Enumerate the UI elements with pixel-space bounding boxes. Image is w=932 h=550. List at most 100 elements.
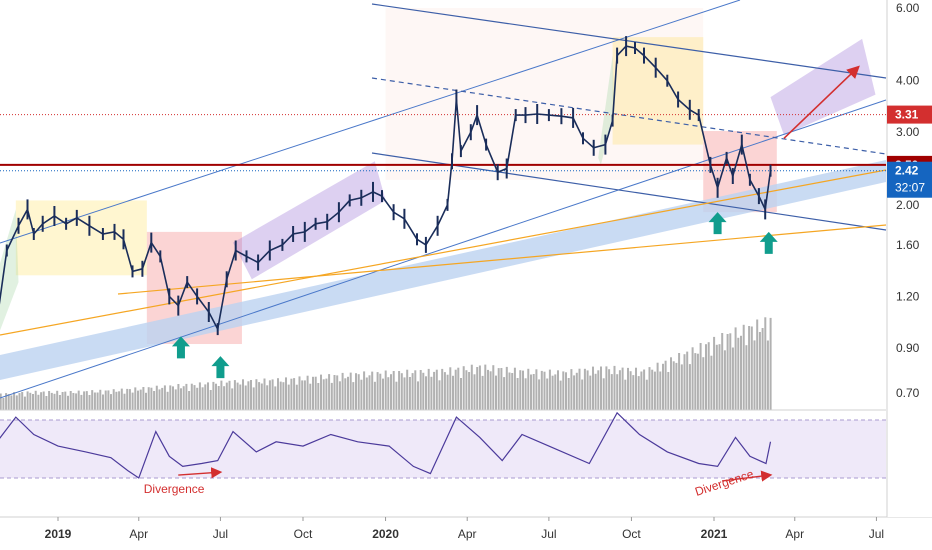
volume-bar [368, 375, 371, 410]
volume-bar [53, 393, 56, 410]
price-axis: 6.004.003.002.001.601.200.900.703.312.50… [0, 0, 932, 518]
time-tick-label: Oct [622, 527, 641, 541]
volume-bar [651, 369, 654, 410]
price-tick-label: 1.60 [896, 238, 920, 252]
volume-bar [325, 378, 328, 410]
volume-bar [516, 378, 519, 410]
volume-bar [355, 373, 357, 410]
volume-bar [147, 387, 150, 410]
volume-bar [373, 381, 376, 410]
level-badge-bg [887, 105, 932, 124]
volume-bar [635, 367, 637, 410]
yellow-zone [612, 37, 704, 145]
lower-channel-line [0, 99, 887, 399]
volume-bar [411, 373, 414, 410]
volume-bar [158, 389, 161, 410]
price-tick-label: 3.00 [896, 125, 920, 139]
volume-bar [465, 370, 468, 410]
volume-bar [271, 379, 274, 410]
volume-bar [212, 381, 215, 410]
volume-bar [26, 391, 29, 410]
volume-bar [242, 379, 244, 410]
volume-bar [503, 377, 506, 410]
volume-bar [228, 380, 231, 410]
volume-bar [233, 380, 236, 410]
volume-bar [207, 382, 209, 410]
volume-bar [675, 362, 678, 410]
volume-bar [629, 371, 632, 410]
volume-bar [185, 383, 188, 410]
volume-bar [64, 391, 67, 410]
green-zone [598, 55, 615, 165]
volume-bar [672, 361, 675, 410]
volume-bar [664, 360, 667, 410]
price-tick-label: 1.20 [896, 289, 920, 303]
price-tick-label: 4.00 [896, 74, 920, 88]
volume-bar [260, 383, 263, 410]
volume-bar [734, 327, 737, 410]
volume-bar [548, 369, 551, 410]
volume-bar [723, 350, 726, 410]
volume-bar [150, 387, 153, 410]
volume-bar [748, 326, 751, 410]
volume-bar [438, 380, 441, 410]
volume-bar [215, 383, 217, 410]
volume-bar [371, 371, 374, 410]
volume-bar [357, 374, 360, 410]
price-tick-label: 0.70 [896, 386, 920, 400]
volume-bar [419, 370, 422, 410]
upper-channel-line [0, 0, 741, 244]
volume-bar [745, 345, 748, 410]
up-arrow [171, 336, 190, 359]
time-tick-label: Apr [458, 527, 477, 541]
volume-bar [621, 367, 624, 410]
volume-bar [40, 392, 43, 410]
volume-bar [139, 389, 142, 410]
volume-bar [422, 372, 425, 410]
volume-bar [718, 344, 721, 410]
volume-bar [188, 391, 191, 410]
volume-bar [408, 377, 411, 410]
volume-bar [336, 375, 339, 410]
volume-bar [511, 373, 514, 410]
volume-bar [403, 377, 406, 410]
volume-bar [427, 368, 430, 410]
volume-bar [715, 344, 718, 410]
volume-bar [274, 386, 277, 410]
volume-bar [180, 388, 182, 410]
up-arrow [211, 356, 230, 379]
volume-bar [737, 337, 740, 410]
volume-bar [91, 390, 94, 410]
volume-bar [454, 369, 457, 410]
volume-bar [252, 387, 255, 410]
volume-bar [322, 379, 325, 410]
volume-bar [118, 391, 121, 410]
volume-bar [341, 372, 344, 410]
pink-zone [385, 8, 704, 180]
volume-bar [500, 368, 503, 410]
volume-bar [258, 382, 261, 410]
volume-bar [268, 380, 271, 410]
volume-bar [731, 347, 734, 410]
volume-bar [298, 376, 301, 410]
volume-bar [637, 376, 640, 410]
volume-bar [166, 391, 169, 410]
volume-bar [565, 372, 567, 410]
volume-bar [505, 366, 508, 410]
volume-bar [562, 371, 565, 410]
volume-bar [597, 370, 600, 410]
volume-bar [75, 393, 78, 410]
volume-bar [462, 366, 465, 410]
volume-bar [379, 373, 382, 410]
volume-bar [492, 365, 495, 410]
volume-bar [583, 368, 586, 410]
volume-bar [67, 395, 69, 410]
volume-bar [250, 380, 252, 410]
volume-bar [600, 366, 602, 410]
volume-bar [2, 398, 5, 410]
volume-bar [382, 378, 384, 410]
volume-bar [15, 395, 18, 410]
volume-bar [376, 372, 379, 410]
volume-bar [320, 374, 322, 410]
